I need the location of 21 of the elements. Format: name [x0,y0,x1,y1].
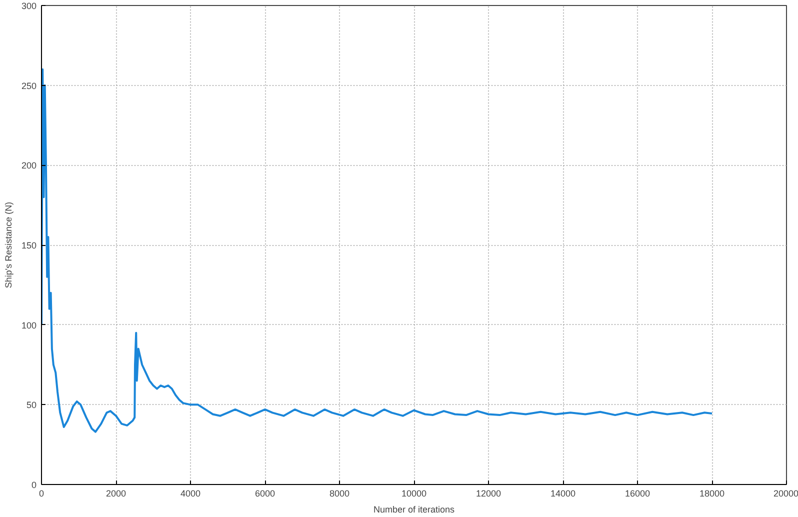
x-tick-label: 20000 [773,488,798,498]
x-tick-label: 6000 [254,488,276,498]
x-tick-label: 14000 [550,488,576,498]
y-tick-label: 200 [21,160,37,171]
x-axis-title: Number of iterations [373,504,456,514]
y-axis-title: Ship's Resistance (N) [3,202,14,288]
x-tick-label: 0 [38,488,44,498]
x-tick-label: 2000 [106,488,126,498]
y-tick-label: 50 [26,400,37,410]
y-tick-label: 150 [21,240,37,250]
x-tick-label: 12000 [476,488,502,498]
x-tick-label: 16000 [624,488,650,498]
y-tick-label: 300 [21,1,37,11]
x-tick-label: 10000 [401,488,427,498]
y-tick-label: 250 [21,80,37,91]
x-tick-label: 18000 [699,488,725,498]
line-series [42,68,713,433]
x-tick-label: 8000 [329,488,350,498]
y-tick-label: 100 [21,320,37,330]
y-tick-label: 0 [31,480,37,490]
x-tick-label: 4000 [180,488,201,498]
